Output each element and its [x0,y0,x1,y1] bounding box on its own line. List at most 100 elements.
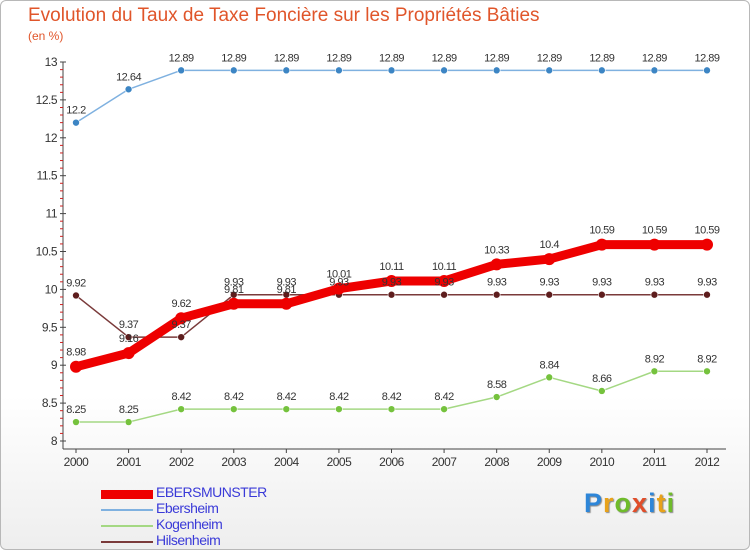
chart-title: Evolution du Taux de Taxe Foncière sur l… [28,5,540,26]
data-label: 9.16 [119,333,139,345]
data-label: 10.33 [484,244,509,256]
y-tick-label: 13 [45,55,58,69]
proxiti-logo: Proxiti [584,488,675,519]
series-line [75,69,708,124]
data-point [598,66,606,75]
data-point [703,367,711,376]
legend-swatch [101,489,153,499]
data-label: 9.93 [277,277,297,289]
data-label: 9.93 [697,277,717,289]
data-point [387,290,396,299]
data-point [492,393,501,401]
data-point [648,238,661,251]
x-tick-label: 2004 [274,455,300,469]
data-label: 12.89 [169,52,194,64]
logo-letter: o [614,488,633,518]
data-label: 12.89 [484,52,509,64]
data-label: 9.93 [224,277,244,289]
data-point [124,418,133,426]
data-point [545,66,554,75]
data-point [490,258,503,271]
data-label: 12.89 [326,52,351,64]
logo-letter: t [656,488,667,518]
data-point [282,66,291,75]
legend-swatch [101,541,153,543]
data-label: 8.42 [171,391,191,403]
data-point [598,387,606,395]
data-label: 12.64 [116,71,141,83]
unit-label: (en %) [28,29,64,43]
data-label: 9.93 [382,277,402,289]
data-label: 12.89 [642,52,667,64]
data-point [280,297,293,310]
data-point [175,312,188,325]
x-tick-label: 2007 [432,455,458,469]
x-tick-label: 2002 [169,455,195,469]
data-point [703,66,711,75]
data-label: 8.42 [329,391,349,403]
y-tick-label: 9 [51,358,58,372]
data-point [440,66,448,75]
data-label: 8.42 [224,391,244,403]
logo-letter: r [603,488,615,518]
legend-swatch [101,525,153,527]
data-label: 9.93 [434,277,454,289]
data-point [440,405,448,413]
y-tick-label: 8.5 [42,396,58,410]
data-label: 8.25 [66,404,86,416]
data-label: 8.92 [645,353,665,365]
data-label: 9.93 [487,277,507,289]
legend-swatch [101,509,153,511]
logo-letter: x [632,488,649,518]
data-label: 12.89 [589,52,614,64]
data-point [70,360,82,373]
data-label: 8.66 [592,373,612,385]
data-point [440,290,448,299]
data-point [72,118,80,127]
logo-letter: i [648,488,657,518]
data-point [438,275,451,288]
data-label: 8.42 [434,391,454,403]
data-label: 8.58 [487,379,507,391]
data-point [650,290,659,299]
data-label: 10.4 [540,239,560,251]
y-tick-label: 9.5 [42,320,58,334]
data-label: 9.81 [224,284,244,296]
x-tick-label: 2008 [484,455,510,469]
data-point [124,85,133,94]
x-tick-label: 2010 [589,455,615,469]
data-point [177,66,185,75]
data-point [701,238,713,251]
data-label: 8.42 [277,391,297,403]
y-tick-label: 10 [45,282,58,296]
data-label: 12.89 [379,52,404,64]
data-point [72,291,80,300]
data-label: 10.59 [642,225,667,237]
data-point [650,66,659,75]
data-point [229,66,238,75]
x-tick-label: 2000 [64,455,90,469]
data-label: 8.84 [540,359,560,371]
x-tick-label: 2006 [379,455,405,469]
y-tick-label: 12 [45,131,58,145]
x-tick-label: 2003 [221,455,247,469]
data-point [545,373,554,382]
data-label: 12.89 [274,52,299,64]
data-point [598,290,606,299]
data-point [282,405,291,413]
data-point [335,66,343,75]
data-point [335,405,343,413]
data-label: 9.37 [171,319,191,331]
data-point [545,290,554,299]
data-point [385,275,398,288]
data-label: 9.93 [329,277,349,289]
data-label: 9.93 [540,277,560,289]
x-tick-label: 2009 [537,455,563,469]
data-label: 8.25 [119,404,139,416]
legend-label: Hilsenheim [156,532,221,548]
legend-label: EBERSMUNSTER [156,484,267,500]
data-label: 12.2 [66,105,86,117]
x-tick-label: 2012 [695,455,721,469]
